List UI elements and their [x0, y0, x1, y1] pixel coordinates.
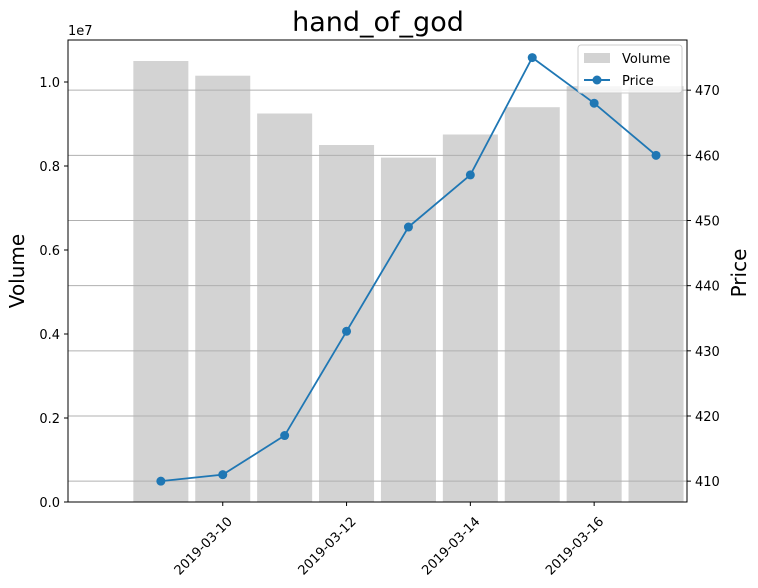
price-point [280, 431, 290, 441]
volume-bar [380, 157, 436, 502]
legend: Volume Price [577, 44, 683, 94]
volume-bar [257, 113, 313, 502]
volume-bar [504, 107, 560, 502]
price-series [156, 53, 661, 486]
volume-bars [133, 61, 684, 502]
volume-bar [566, 86, 622, 502]
x-tick-label: 2019-03-14 [419, 514, 483, 578]
right-y-tick-label: 420 [695, 410, 720, 425]
volume-bar [133, 61, 189, 502]
right-axis-title: Price [727, 249, 751, 298]
left-y-tick-label: 0.0 [39, 496, 60, 511]
volume-bar [319, 145, 375, 502]
left-axis-offset-label: 1e7 [68, 24, 93, 39]
x-tick-label: 2019-03-16 [543, 514, 607, 578]
volume-bar [195, 75, 251, 502]
chart-title: hand_of_god [292, 7, 464, 38]
price-point [218, 470, 228, 480]
right-y-axis: 410 420 430 440 450 460 470 [687, 84, 720, 490]
price-point [589, 98, 599, 108]
x-axis: 2019-03-10 2019-03-12 2019-03-14 2019-03-16 [172, 502, 607, 578]
right-y-tick-label: 430 [695, 345, 720, 360]
left-axis-title: Volume [5, 234, 29, 308]
legend-price-label: Price [622, 74, 654, 89]
volume-bar [442, 134, 498, 502]
x-tick-label: 2019-03-10 [172, 514, 236, 578]
right-y-tick-label: 470 [695, 84, 720, 99]
legend-volume-label: Volume [622, 52, 670, 67]
left-y-tick-label: 0.2 [39, 412, 60, 427]
legend-price-marker [592, 75, 602, 85]
price-point [403, 222, 413, 232]
right-y-tick-label: 410 [695, 475, 720, 490]
volume-bar [628, 86, 684, 502]
grid-lines [68, 89, 687, 482]
left-y-tick-label: 1.0 [39, 76, 60, 91]
right-y-tick-label: 450 [695, 214, 720, 229]
price-point [651, 150, 661, 160]
left-y-axis: 0.0 0.2 0.4 0.6 0.8 1.0 [39, 76, 68, 511]
price-point [342, 326, 352, 336]
price-point [465, 170, 475, 180]
price-point [527, 53, 537, 63]
left-y-tick-label: 0.4 [39, 328, 60, 343]
legend-volume-swatch [584, 53, 610, 63]
price-point [156, 476, 166, 486]
right-y-tick-label: 440 [695, 280, 720, 295]
plot-frame [67, 39, 688, 503]
left-y-tick-label: 0.6 [39, 244, 60, 259]
x-tick-label: 2019-03-12 [296, 514, 360, 578]
left-y-tick-label: 0.8 [39, 160, 60, 175]
right-y-tick-label: 460 [695, 149, 720, 164]
